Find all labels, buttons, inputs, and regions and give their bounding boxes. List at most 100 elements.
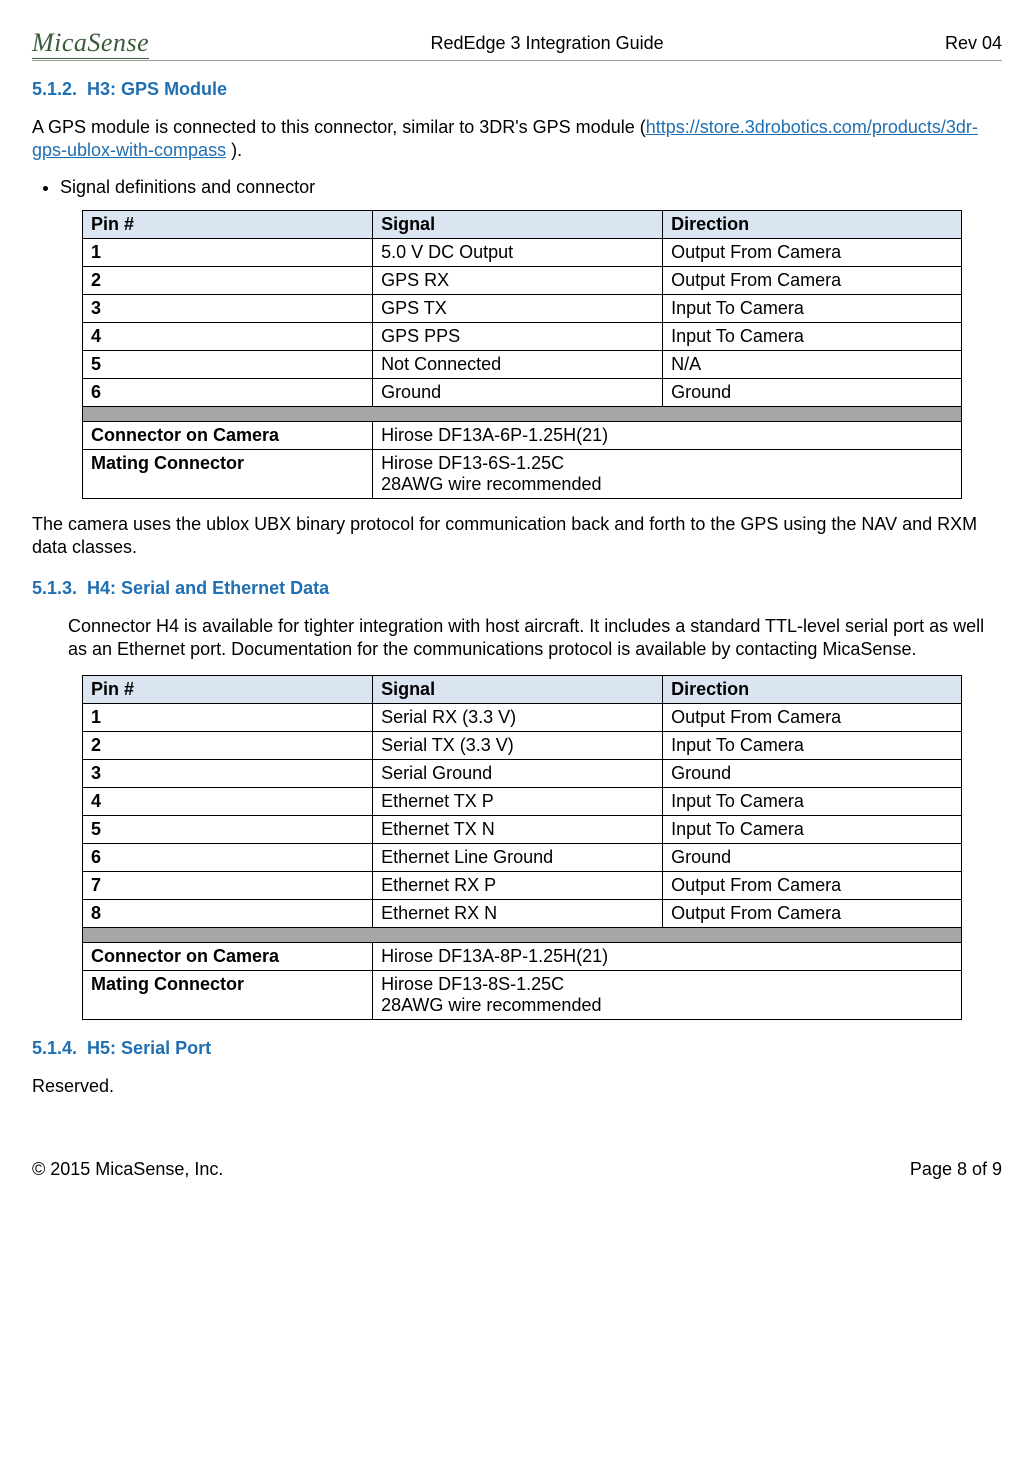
gps-intro-suffix: ). [226,140,242,160]
pin-number: 1 [83,704,373,732]
pin-signal: Serial Ground [373,760,663,788]
gps-bullet-item: Signal definitions and connector [60,177,1002,198]
pin-signal: Ethernet TX P [373,788,663,816]
table-row: 3GPS TXInput To Camera [83,294,962,322]
pin-number: 4 [83,788,373,816]
gps-intro-paragraph: A GPS module is connected to this connec… [32,116,1002,163]
logo-text: MicaSense [32,28,149,59]
table-header-direction: Direction [663,676,962,704]
mating-connector-value: Hirose DF13-6S-1.25C28AWG wire recommend… [373,449,962,498]
heading-number: 5.1.3. [32,578,77,598]
pin-signal: Ethernet Line Ground [373,844,663,872]
table-row: 2GPS RXOutput From Camera [83,266,962,294]
table-row: 7Ethernet RX POutput From Camera [83,872,962,900]
pin-direction: Output From Camera [663,900,962,928]
serial-port-body: Reserved. [32,1075,1002,1098]
page-footer: © 2015 MicaSense, Inc. Page 8 of 9 [32,1159,1002,1180]
table-row: Connector on Camera Hirose DF13A-6P-1.25… [83,421,962,449]
pin-signal: Ethernet TX N [373,816,663,844]
pin-signal: Ethernet RX N [373,900,663,928]
table-separator [83,928,962,943]
pin-signal: GPS RX [373,266,663,294]
logo: MicaSense [32,28,149,58]
mating-connector-value: Hirose DF13-8S-1.25C28AWG wire recommend… [373,971,962,1020]
table-row: 4GPS PPSInput To Camera [83,322,962,350]
pin-number: 4 [83,322,373,350]
footer-copyright: © 2015 MicaSense, Inc. [32,1159,223,1180]
table-row: Mating Connector Hirose DF13-8S-1.25C28A… [83,971,962,1020]
table-row: 15.0 V DC OutputOutput From Camera [83,238,962,266]
footer-page-number: Page 8 of 9 [910,1159,1002,1180]
pin-signal: GPS TX [373,294,663,322]
pin-number: 3 [83,294,373,322]
pin-direction: Input To Camera [663,732,962,760]
table-row: 3Serial GroundGround [83,760,962,788]
pin-number: 2 [83,732,373,760]
gps-bullet-list: Signal definitions and connector [60,177,1002,198]
doc-revision: Rev 04 [945,33,1002,54]
pin-direction: Output From Camera [663,238,962,266]
pin-direction: Input To Camera [663,788,962,816]
table-header-pin: Pin # [83,210,373,238]
table-row: 5Not ConnectedN/A [83,350,962,378]
pin-number: 1 [83,238,373,266]
pin-direction: Input To Camera [663,294,962,322]
pin-number: 6 [83,378,373,406]
heading-title: H4: Serial and Ethernet Data [87,578,329,598]
pin-direction: Ground [663,760,962,788]
table-row: Mating Connector Hirose DF13-6S-1.25C28A… [83,449,962,498]
table-row: Connector on Camera Hirose DF13A-8P-1.25… [83,943,962,971]
serial-ethernet-intro: Connector H4 is available for tighter in… [68,615,1002,662]
heading-5-1-2: 5.1.2. H3: GPS Module [32,79,1002,100]
pin-signal: GPS PPS [373,322,663,350]
pin-number: 5 [83,816,373,844]
pin-signal: Not Connected [373,350,663,378]
pin-direction: Input To Camera [663,816,962,844]
pin-number: 6 [83,844,373,872]
table-row: 8Ethernet RX NOutput From Camera [83,900,962,928]
pin-number: 5 [83,350,373,378]
table-row: 2Serial TX (3.3 V)Input To Camera [83,732,962,760]
table-row: 4Ethernet TX PInput To Camera [83,788,962,816]
table-row: 1Serial RX (3.3 V)Output From Camera [83,704,962,732]
pin-direction: Ground [663,844,962,872]
heading-number: 5.1.2. [32,79,77,99]
connector-camera-label: Connector on Camera [83,943,373,971]
table-row: 6Ethernet Line GroundGround [83,844,962,872]
heading-title: H3: GPS Module [87,79,227,99]
pin-direction: Input To Camera [663,322,962,350]
pin-signal: 5.0 V DC Output [373,238,663,266]
table-row: 6GroundGround [83,378,962,406]
connector-camera-value: Hirose DF13A-8P-1.25H(21) [373,943,962,971]
heading-number: 5.1.4. [32,1038,77,1058]
table-header-signal: Signal [373,210,663,238]
pin-signal: Ground [373,378,663,406]
connector-camera-label: Connector on Camera [83,421,373,449]
pin-number: 8 [83,900,373,928]
serial-ethernet-pin-table: Pin # Signal Direction 1Serial RX (3.3 V… [82,675,962,1020]
pin-direction: Output From Camera [663,704,962,732]
mating-connector-label: Mating Connector [83,449,373,498]
pin-direction: Output From Camera [663,872,962,900]
pin-signal: Ethernet RX P [373,872,663,900]
table-header-pin: Pin # [83,676,373,704]
heading-title: H5: Serial Port [87,1038,211,1058]
gps-pin-table: Pin # Signal Direction 15.0 V DC OutputO… [82,210,962,499]
pin-signal: Serial RX (3.3 V) [373,704,663,732]
pin-signal: Serial TX (3.3 V) [373,732,663,760]
pin-number: 3 [83,760,373,788]
connector-camera-value: Hirose DF13A-6P-1.25H(21) [373,421,962,449]
heading-5-1-3: 5.1.3. H4: Serial and Ethernet Data [32,578,1002,599]
pin-direction: N/A [663,350,962,378]
table-header-direction: Direction [663,210,962,238]
gps-intro-prefix: A GPS module is connected to this connec… [32,117,646,137]
table-separator [83,406,962,421]
pin-direction: Output From Camera [663,266,962,294]
table-row: 5Ethernet TX NInput To Camera [83,816,962,844]
heading-5-1-4: 5.1.4. H5: Serial Port [32,1038,1002,1059]
mating-connector-label: Mating Connector [83,971,373,1020]
pin-number: 7 [83,872,373,900]
gps-post-paragraph: The camera uses the ublox UBX binary pro… [32,513,1002,560]
page-header: MicaSense RedEdge 3 Integration Guide Re… [32,28,1002,61]
doc-title: RedEdge 3 Integration Guide [430,33,663,54]
